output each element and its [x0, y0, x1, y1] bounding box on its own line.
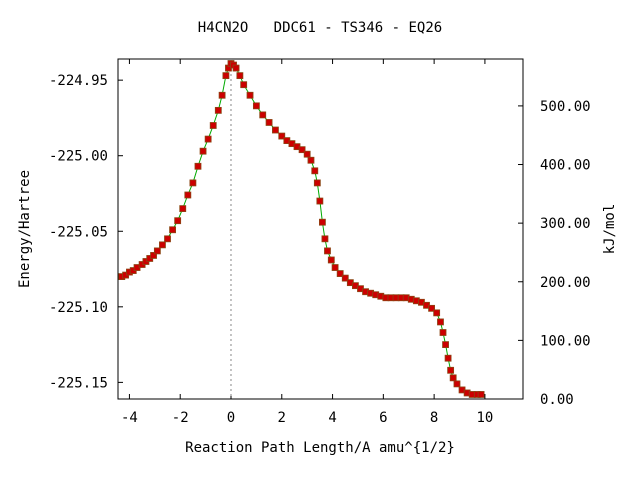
data-point	[184, 191, 192, 199]
data-point	[204, 135, 212, 143]
y-axis-left: -224.95 -225.00 -225.05 -225.10 -225.15	[49, 73, 123, 391]
data-point	[313, 179, 321, 187]
data-point	[232, 64, 240, 72]
data-point	[442, 341, 449, 349]
y-tick-label: -225.15	[49, 375, 108, 391]
data-point	[428, 304, 435, 312]
data-point	[453, 380, 461, 388]
y-tick-label: -225.05	[49, 224, 108, 240]
x-tick-label: 8	[430, 410, 438, 426]
plot-frame	[117, 58, 524, 400]
data-point	[169, 226, 176, 234]
y2-tick-label: 100.00	[540, 333, 591, 349]
data-point	[174, 217, 182, 225]
data-point	[449, 374, 457, 382]
data-point	[236, 72, 244, 80]
data-point	[278, 132, 286, 140]
data-point	[324, 247, 331, 255]
x-axis-label: Reaction Path Length/A amu^{1/2}	[185, 440, 455, 456]
data-point	[222, 72, 230, 80]
x-tick-label: 10	[476, 410, 493, 426]
data-point	[150, 252, 157, 259]
data-point	[444, 354, 452, 362]
data-point	[214, 106, 222, 114]
data-point	[303, 150, 311, 158]
data-point	[218, 91, 226, 99]
data-point	[189, 179, 197, 187]
data-point	[179, 205, 187, 213]
y2-axis-label: kJ/mol	[602, 204, 618, 255]
data-point	[194, 162, 202, 170]
y2-tick-label: 200.00	[540, 275, 591, 291]
x-axis: -4 -2 0 2 4 6 8 10	[121, 59, 493, 426]
chart-title: H4CN2O DDC61 - TS346 - EQ26	[198, 20, 442, 36]
data-point	[153, 247, 161, 255]
data-point	[319, 218, 326, 226]
data-point	[311, 167, 319, 175]
x-tick-label: 2	[278, 410, 286, 426]
x-tick-label: 4	[328, 410, 336, 426]
y-axis-label: Energy/Hartree	[17, 170, 33, 288]
data-point	[316, 197, 324, 205]
data-points	[118, 60, 485, 398]
data-point	[437, 318, 444, 326]
x-tick-label: -4	[121, 410, 138, 426]
data-point	[341, 274, 349, 282]
data-point	[272, 126, 279, 134]
data-point	[164, 235, 171, 243]
x-tick-label: 0	[227, 410, 235, 426]
y2-tick-label: 500.00	[540, 99, 591, 115]
data-point	[246, 91, 254, 99]
y2-tick-label: 300.00	[540, 216, 591, 232]
y-axis-right: 0.00 100.00 200.00 300.00 400.00 500.00	[518, 99, 591, 408]
y-tick-label: -225.00	[49, 149, 108, 165]
data-point	[331, 264, 339, 271]
data-point	[240, 81, 248, 89]
data-point	[433, 309, 441, 317]
x-tick-label: 6	[379, 410, 387, 426]
y2-tick-label: 400.00	[540, 158, 591, 174]
data-point	[199, 147, 207, 155]
data-point	[298, 146, 306, 154]
data-point	[259, 111, 267, 119]
x-tick-label: -2	[172, 410, 189, 426]
data-point	[477, 391, 485, 398]
data-point	[327, 256, 335, 264]
data-point	[159, 241, 166, 249]
data-point	[336, 270, 344, 277]
data-point	[265, 119, 273, 126]
data-point	[321, 235, 329, 243]
y-tick-label: -225.10	[49, 300, 108, 316]
data-point	[447, 366, 455, 374]
y-tick-label: -224.95	[49, 73, 108, 89]
data-point	[439, 329, 447, 336]
data-point	[209, 122, 217, 129]
data-point	[307, 156, 315, 164]
data-point	[252, 102, 260, 110]
y2-tick-label: 0.00	[540, 392, 574, 408]
